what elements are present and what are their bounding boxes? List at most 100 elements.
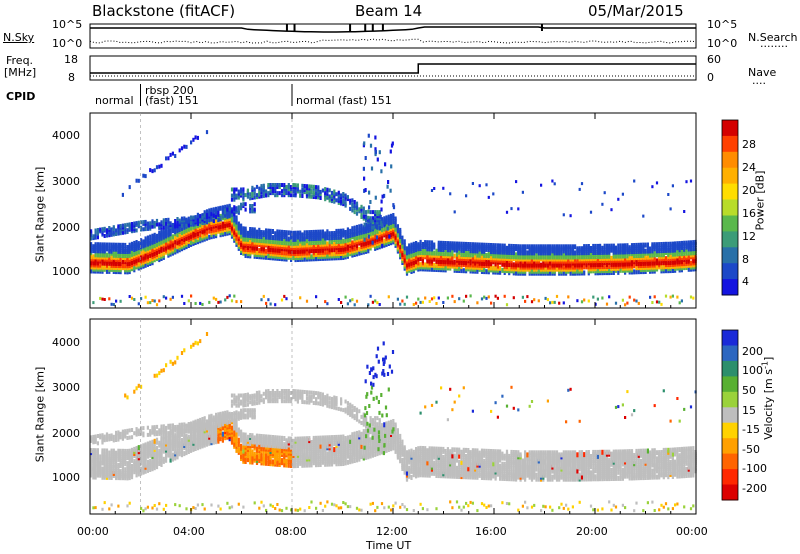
power-main-cell bbox=[465, 260, 468, 266]
power-upper-cell bbox=[349, 200, 352, 205]
power-main-cell bbox=[271, 235, 274, 241]
power-secondary-cell bbox=[140, 225, 143, 230]
power-main-cell bbox=[121, 242, 124, 248]
power-main-cell bbox=[158, 230, 161, 236]
power-main-cell bbox=[162, 228, 165, 234]
power-diagonal-cell bbox=[185, 144, 188, 149]
velocity-secondary-cell bbox=[162, 424, 165, 429]
power-main-cell bbox=[344, 230, 347, 235]
power-main-cell bbox=[599, 243, 602, 249]
velocity-cb-tick-neg50: -50 bbox=[742, 443, 760, 456]
velocity-ytick-3000: 3000 bbox=[52, 381, 80, 394]
velocity-main-cell bbox=[119, 469, 122, 475]
power-main-cell bbox=[474, 242, 477, 248]
power-main-cell bbox=[689, 260, 693, 266]
power-main-cell bbox=[360, 223, 363, 229]
power-main-cell bbox=[276, 247, 279, 253]
velocity-main-cell bbox=[101, 474, 104, 480]
power-main-cell bbox=[530, 244, 534, 250]
power-upper-cell bbox=[285, 185, 288, 189]
power-main-cell bbox=[678, 255, 681, 261]
power-main-cell bbox=[171, 234, 174, 240]
power-main-cell bbox=[480, 242, 484, 248]
power-main-cell bbox=[265, 254, 268, 260]
power-main-cell bbox=[392, 213, 395, 218]
velocity-secondary-cell bbox=[101, 433, 104, 438]
power-main-cell bbox=[628, 255, 631, 261]
power-upper-cell bbox=[249, 196, 252, 201]
power-main-cell bbox=[401, 235, 404, 241]
power-main-cell bbox=[658, 246, 661, 252]
power-main-cell bbox=[140, 238, 143, 244]
velocity-main-cell bbox=[203, 420, 206, 426]
power-main-cell bbox=[633, 243, 636, 248]
power-main-cell bbox=[126, 257, 129, 263]
power-main-cell bbox=[194, 227, 197, 233]
power-main-cell bbox=[149, 234, 152, 240]
power-secondary-cell bbox=[201, 215, 204, 220]
power-main-cell bbox=[183, 237, 186, 242]
power-upper-cell bbox=[305, 186, 309, 191]
power-upper-cell bbox=[333, 191, 336, 196]
power-upper-cell bbox=[283, 187, 286, 192]
velocity-main-cell bbox=[135, 446, 138, 451]
power-ground-cell bbox=[621, 298, 624, 302]
power-main-cell bbox=[642, 242, 645, 248]
power-main-cell bbox=[465, 250, 468, 255]
power-secondary-cell bbox=[130, 222, 134, 226]
velocity-main-cell bbox=[221, 437, 224, 443]
xtick-2000: 20:00 bbox=[576, 525, 608, 538]
power-main-cell bbox=[249, 227, 252, 232]
power-main-cell bbox=[144, 236, 147, 242]
velocity-secondary-cell bbox=[92, 434, 95, 439]
power-main-cell bbox=[290, 238, 293, 244]
velocity-diagonal-cell bbox=[155, 373, 159, 378]
power-main-cell bbox=[508, 266, 511, 272]
power-ground-cell bbox=[401, 299, 404, 303]
velocity-secondary-cell bbox=[219, 423, 222, 428]
velocity-secondary-cell bbox=[217, 416, 220, 421]
power-main-cell bbox=[499, 265, 502, 271]
velocity-main-cell bbox=[133, 446, 136, 452]
velocity-ground-cell bbox=[117, 504, 120, 508]
power-main-cell bbox=[305, 230, 309, 236]
nsky-strip-frame bbox=[89, 23, 697, 49]
power-upper-cell bbox=[276, 191, 279, 196]
power-main-cell bbox=[678, 241, 681, 247]
power-ground-cell bbox=[349, 299, 352, 303]
velocity-secondary-cell bbox=[155, 430, 159, 435]
power-upper-cell bbox=[358, 207, 361, 212]
power-main-cell bbox=[137, 241, 140, 247]
power-main-cell bbox=[655, 258, 659, 264]
power-main-cell bbox=[258, 227, 261, 233]
power-ground-cell bbox=[476, 301, 479, 305]
power-secondary-cell bbox=[176, 220, 179, 225]
power-main-cell bbox=[115, 242, 118, 248]
power-secondary-cell bbox=[224, 208, 227, 213]
power-secondary-cell bbox=[162, 218, 165, 223]
power-ground-cell bbox=[485, 296, 488, 300]
power-main-cell bbox=[603, 247, 606, 253]
power-event-cell bbox=[363, 188, 366, 193]
power-ground-cell bbox=[346, 302, 349, 306]
power-secondary-cell bbox=[105, 228, 109, 233]
velocity-secondary-cell bbox=[115, 438, 118, 442]
velocity-main-cell bbox=[201, 417, 204, 422]
power-ground-cell bbox=[549, 301, 552, 305]
power-scatter-cell bbox=[669, 207, 672, 211]
power-scatter-cell bbox=[689, 179, 693, 183]
power-main-cell bbox=[196, 212, 199, 218]
power-main-cell bbox=[433, 250, 436, 256]
power-secondary-cell bbox=[133, 221, 136, 226]
power-upper-cell bbox=[328, 188, 331, 193]
velocity-main-cell bbox=[140, 444, 143, 450]
power-main-cell bbox=[274, 239, 277, 245]
power-main-cell bbox=[474, 254, 477, 260]
power-main-cell bbox=[153, 232, 156, 238]
power-main-cell bbox=[224, 231, 227, 237]
power-main-cell bbox=[610, 243, 613, 249]
power-upper-cell bbox=[371, 216, 374, 221]
power-ground-cell bbox=[483, 295, 486, 299]
nsearch-label: N.Search bbox=[748, 31, 798, 44]
velocity-main-cell bbox=[162, 456, 165, 462]
